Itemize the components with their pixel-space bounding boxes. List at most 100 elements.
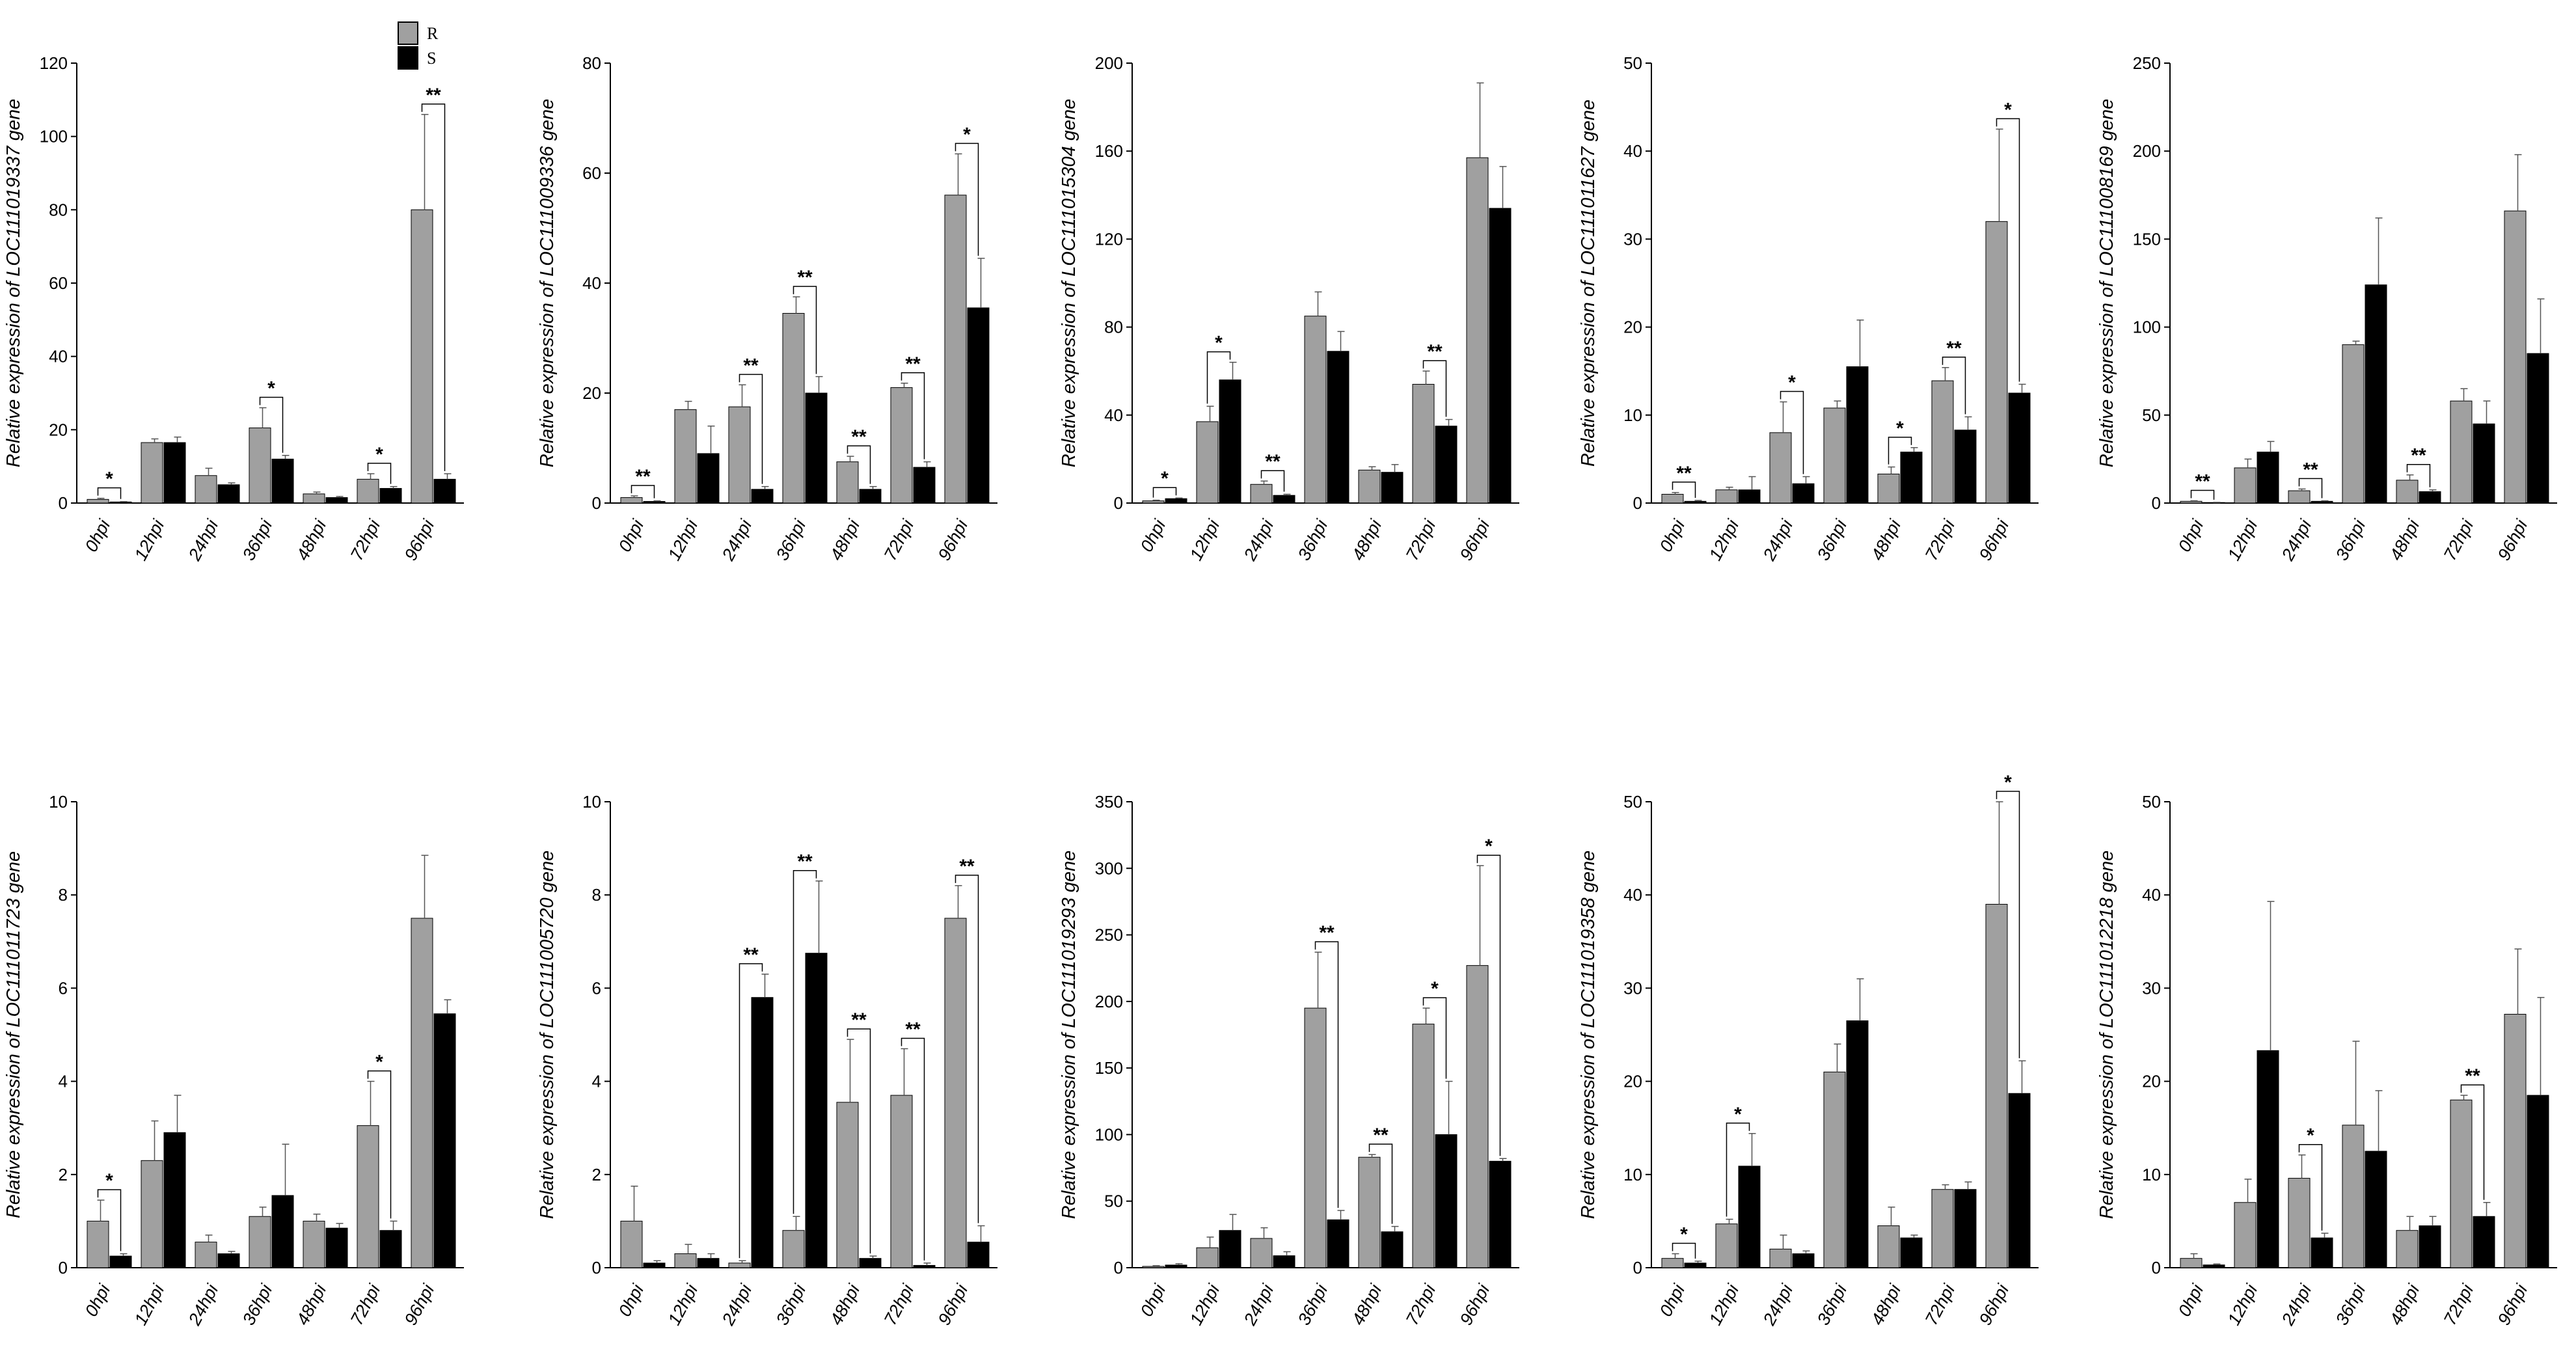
- y-tick-label: 60: [582, 163, 601, 183]
- chart-panel-4: 0 10 20 30 40 50 Relative expression of LOC111…: [1578, 53, 2039, 564]
- bar-s: [2257, 1050, 2279, 1268]
- y-tick-label: 80: [1104, 318, 1123, 337]
- bar-s: [1219, 1230, 1241, 1268]
- bar-s: [751, 489, 774, 504]
- y-tick-label: 100: [2133, 318, 2161, 337]
- bar-r: [1715, 489, 1738, 504]
- x-tick-label: 48hpi: [293, 1281, 331, 1328]
- y-tick-label: 4: [592, 1072, 601, 1091]
- x-tick-label: 24hpi: [184, 516, 222, 564]
- bar-r: [944, 918, 967, 1268]
- significance-bracket: [1206, 351, 1231, 404]
- y-tick-label: 50: [1623, 53, 1642, 73]
- bar-r: [1985, 904, 2008, 1268]
- bar-s: [163, 1132, 186, 1268]
- y-tick-label: 0: [59, 1258, 68, 1277]
- x-tick-label: 12hpi: [1705, 516, 1743, 564]
- significance-bracket: [901, 372, 925, 459]
- bar-s: [217, 484, 240, 504]
- bar-s: [2008, 1093, 2031, 1268]
- bar-r: [1769, 432, 1792, 504]
- y-tick-label: 10: [582, 792, 601, 812]
- bar-r: [1877, 1225, 1900, 1268]
- bar-r: [2342, 1125, 2365, 1268]
- chart-panel-5: 0 50 100 150 200 250 Relative expression of LO…: [2096, 53, 2557, 564]
- bar-s: [2365, 284, 2387, 504]
- bar-s: [1381, 1231, 1403, 1268]
- significance-bracket: [1672, 482, 1696, 498]
- y-axis-label: Relative expression of LOC111011723 gene: [3, 851, 24, 1218]
- bar-r: [1823, 407, 1846, 504]
- bar-r: [2234, 1202, 2257, 1268]
- bar-s: [643, 1262, 666, 1268]
- x-tick-label: 96hpi: [1456, 1281, 1494, 1328]
- y-tick-label: 120: [1095, 229, 1123, 249]
- y-tick-label: 50: [2142, 792, 2161, 812]
- significance-label: **: [1427, 341, 1443, 362]
- significance-label: *: [963, 124, 971, 145]
- significance-bracket: [1476, 854, 1501, 1156]
- bar-s: [379, 1230, 402, 1268]
- significance-label: *: [267, 378, 275, 400]
- x-tick-label: 72hpi: [2440, 1281, 2478, 1328]
- bar-r: [1250, 1238, 1273, 1268]
- significance-label: **: [797, 851, 813, 873]
- chart-panel-6: 0 2 4 6 8 10 Relative expression of LOC1110117…: [3, 792, 464, 1329]
- bar-s: [913, 1264, 936, 1268]
- y-tick-label: 40: [49, 347, 68, 366]
- bar-r: [141, 442, 163, 504]
- y-tick-label: 0: [59, 493, 68, 513]
- bar-r: [2288, 490, 2311, 504]
- significance-label: *: [1431, 978, 1439, 1000]
- x-tick-label: 12hpi: [1186, 516, 1224, 564]
- significance-label: **: [2465, 1065, 2480, 1087]
- significance-bracket: [1422, 997, 1447, 1079]
- bar-r: [1196, 1247, 1219, 1268]
- significance-bracket: [2298, 1143, 2323, 1231]
- bar-r: [195, 1242, 217, 1268]
- x-tick-label: 0hpi: [1137, 1281, 1170, 1320]
- bar-s: [2311, 1237, 2333, 1268]
- bar-s: [1273, 1255, 1295, 1268]
- chart-panel-1: 0 20 40 60 80 100 120 Relative expression of LO…: [3, 53, 464, 564]
- bar-s: [2527, 353, 2549, 504]
- significance-bracket: [1726, 1123, 1750, 1217]
- bar-s: [1954, 1189, 1977, 1268]
- bar-s: [643, 500, 666, 504]
- significance-bracket: [955, 875, 979, 1223]
- significance-label: **: [743, 355, 759, 376]
- bar-s: [109, 501, 132, 504]
- bar-s: [2257, 452, 2279, 504]
- bar-r: [1304, 1007, 1327, 1268]
- significance-bracket: [1780, 390, 1804, 474]
- y-tick-label: 20: [49, 420, 68, 439]
- bar-s: [2311, 500, 2333, 504]
- bar-s: [859, 489, 882, 504]
- bar-r: [2288, 1178, 2311, 1268]
- bar-r: [1358, 469, 1381, 504]
- significance-bracket: [1314, 941, 1339, 1208]
- x-tick-label: 48hpi: [293, 516, 331, 564]
- significance-label: **: [1676, 463, 1692, 484]
- bar-r: [728, 1262, 751, 1268]
- bar-r: [1823, 1071, 1846, 1268]
- x-tick-label: 12hpi: [131, 516, 169, 564]
- significance-label: *: [1161, 468, 1169, 489]
- bar-r: [836, 1102, 859, 1268]
- bar-r: [2450, 1099, 2473, 1268]
- y-tick-label: 40: [1104, 405, 1123, 425]
- significance-label: **: [635, 466, 651, 487]
- bar-r: [674, 409, 697, 504]
- bar-s: [2419, 1225, 2441, 1268]
- bar-s: [2008, 392, 2031, 504]
- y-axis-label: Relative expression of LOC111019293 gene: [1059, 851, 1079, 1219]
- y-tick-label: 150: [2133, 229, 2161, 249]
- bar-r: [1250, 484, 1273, 504]
- significance-label: *: [1734, 1104, 1742, 1125]
- significance-bracket: [1260, 470, 1285, 492]
- y-tick-label: 100: [40, 127, 68, 146]
- bar-r: [1412, 1024, 1435, 1268]
- significance-bracket: [2190, 489, 2215, 500]
- significance-bracket: [97, 487, 122, 499]
- bar-s: [805, 953, 828, 1268]
